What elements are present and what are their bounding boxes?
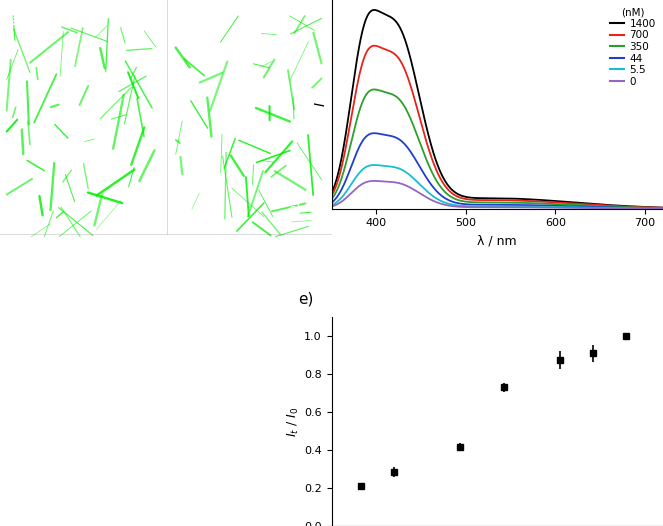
Y-axis label: I: I <box>314 102 328 106</box>
Text: e): e) <box>298 292 314 307</box>
X-axis label: λ / nm: λ / nm <box>477 234 517 247</box>
Text: c): c) <box>288 203 302 217</box>
Text: a): a) <box>10 13 24 27</box>
Text: b): b) <box>176 13 190 27</box>
Y-axis label: $I_t$ / $I_0$: $I_t$ / $I_0$ <box>286 407 301 437</box>
Legend: 1400, 700, 350, 44, 5.5, 0: 1400, 700, 350, 44, 5.5, 0 <box>607 5 658 89</box>
